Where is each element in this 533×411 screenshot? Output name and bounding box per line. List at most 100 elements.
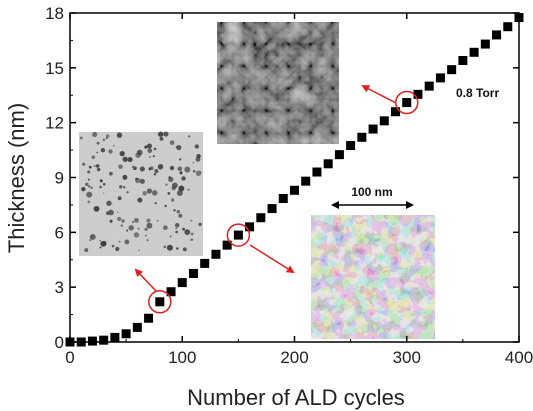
island-dot [166,244,173,251]
island-dot [117,196,122,201]
island-dot [144,145,148,149]
island-dot [175,146,178,149]
data-point [447,65,457,75]
data-point [166,287,176,297]
island-dot [175,230,179,234]
data-point [514,13,524,23]
island-dot [190,238,194,241]
island-dot [137,227,140,230]
island-dot [108,171,113,176]
island-dot [81,186,86,192]
island-dot [100,148,106,153]
island-dot [187,188,190,191]
island-dot [152,155,155,158]
island-dot [194,144,199,149]
island-dot [178,185,185,192]
island-dot [96,151,99,154]
island-dot [127,157,133,163]
island-dot [149,156,151,158]
island-dot [146,188,152,194]
island-dot [168,176,174,182]
island-dot [133,217,139,223]
data-point [402,98,412,108]
island-dot [87,170,91,174]
y-axis-ticks: 0 3 6 9 12 15 18 [45,4,519,352]
island-dot [175,227,177,230]
data-point [334,150,344,160]
data-point [222,240,232,250]
island-dot [146,218,151,223]
island-dot [87,178,90,181]
island-dot [122,174,128,180]
data-point [132,322,142,332]
data-point [435,73,445,83]
island-dot [99,179,103,183]
island-dot [120,224,124,227]
data-point [144,313,154,323]
island-dot [131,165,135,168]
axes: 0 100 200 300 400 0 3 6 9 12 15 18 Number of ALD c… [4,4,533,410]
arrow-to-inset-80 [134,268,157,292]
island-dot [135,177,141,184]
island-dot [133,232,140,238]
island-dot [96,141,100,145]
island-dot [147,148,153,154]
data-point [121,329,131,339]
island-dot [169,165,175,171]
island-dot [169,235,172,238]
y-tick-label: 12 [45,114,64,133]
island-dot [156,219,159,222]
island-dot [182,247,187,252]
island-dot [179,171,183,175]
island-dot [146,239,149,242]
island-dot [136,149,143,156]
y-tick-label: 0 [55,333,64,352]
inset-tem-300-cycles [217,22,339,144]
island-dot [195,156,201,162]
island-dot [126,191,129,194]
island-dot [145,234,147,237]
data-point [424,81,434,91]
micrograph-insets [79,22,435,339]
island-dot [176,145,182,151]
island-dot [105,211,110,216]
y-axis-title: Thickness (nm) [4,103,29,253]
island-dot [157,164,164,170]
data-point [312,167,322,177]
island-dot [119,185,123,189]
island-dot [157,131,164,137]
data-point [65,337,75,347]
island-dot [173,209,176,212]
island-dot [144,227,148,232]
data-point [492,30,502,40]
data-point [301,176,311,186]
island-dot [90,186,93,190]
island-dot [108,149,113,154]
scale-bar-label: 100 nm [351,185,392,199]
island-dot [171,182,178,189]
inset-tem-150-cycles [311,215,435,339]
island-dot [96,167,101,172]
highlight-circle [226,223,251,247]
data-point [469,47,479,57]
x-axis-title: Number of ALD cycles [187,385,405,410]
data-points [65,13,524,347]
condition-label: 0.8 Torr [456,86,499,100]
data-point [99,335,109,345]
data-point [413,89,423,99]
island-dot [118,164,123,169]
island-dot [181,176,186,181]
island-dot [128,225,134,231]
island-dot [167,192,171,195]
data-point [110,332,120,342]
island-dot [117,216,122,221]
island-dot [177,166,183,172]
data-point [290,185,299,195]
x-tick-label: 0 [65,348,74,367]
island-dot [85,182,89,187]
island-dot [91,155,96,160]
island-dot [102,138,106,141]
island-dot [159,136,164,141]
island-dot [184,229,191,236]
